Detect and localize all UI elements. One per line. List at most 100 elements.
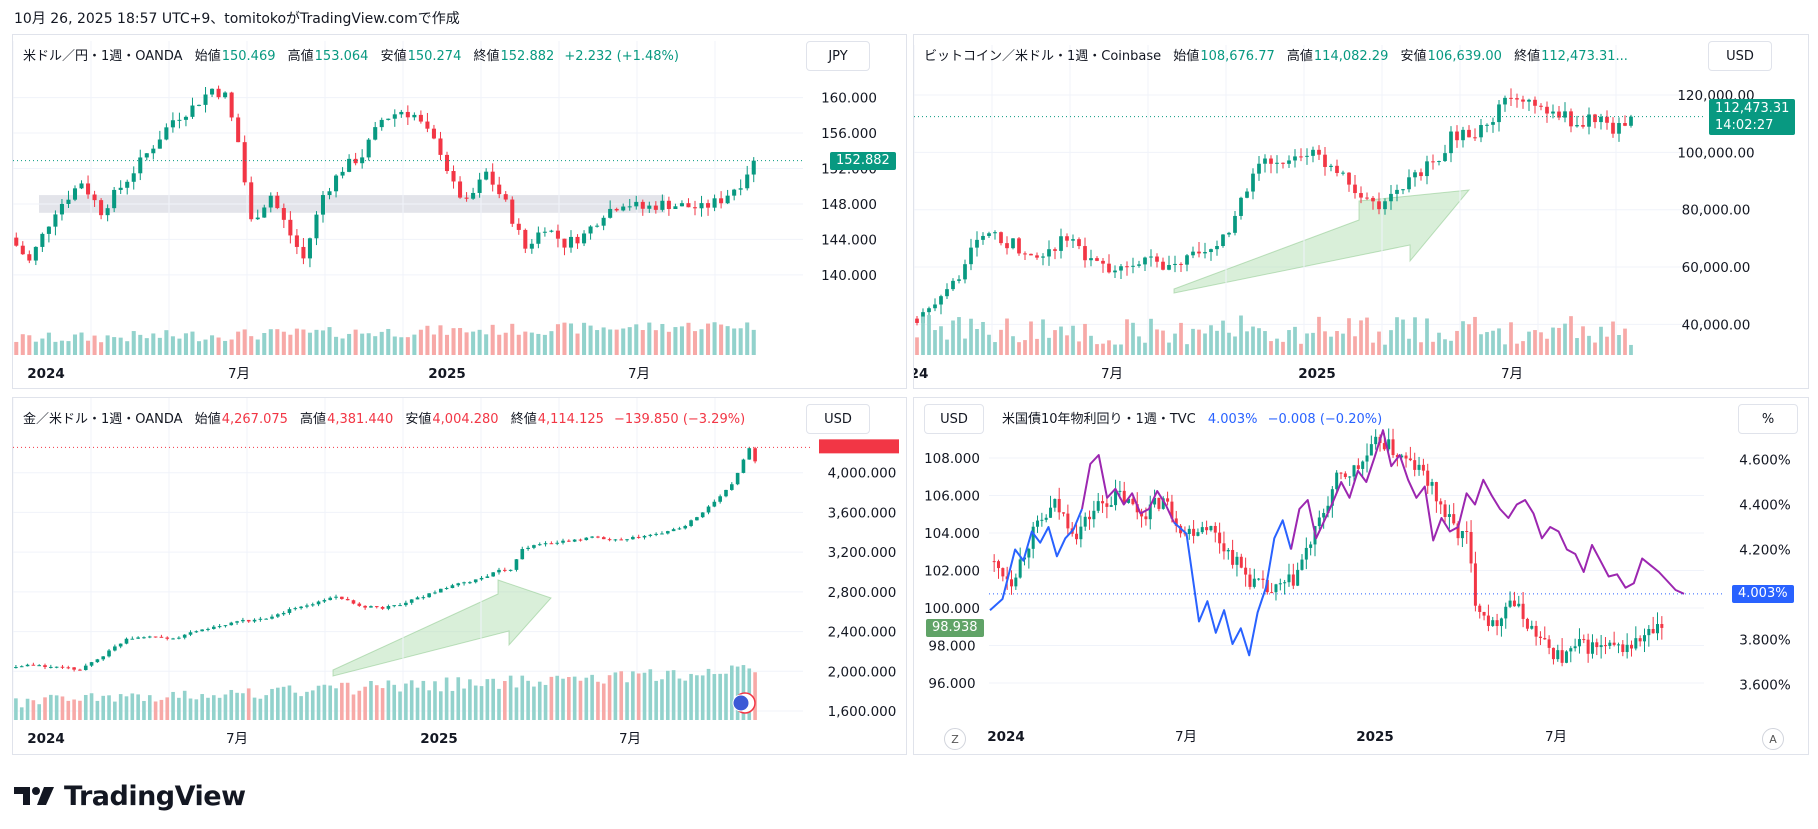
candle [427,593,431,598]
volume-bar [433,681,437,720]
volume-bar [927,315,931,355]
candle [49,666,53,668]
volume-bar [1059,326,1063,355]
candle [1365,455,1369,462]
candle [1066,513,1070,529]
volume-bar [1245,331,1249,355]
volume-bar [549,331,554,355]
candle [1107,263,1111,273]
candle [1499,618,1503,627]
volume-bar [334,336,339,355]
candle [1434,482,1438,502]
x-tick-label: 7月 [619,731,641,747]
volume-bar [37,704,41,720]
chart-panel-usdjpy[interactable]: 米ドル／円・1週・OANDA 始値150.469 高値153.064 安値150… [12,34,907,389]
volume-bar [20,334,25,355]
us-flag-icon [732,694,750,712]
volume-bar [241,693,245,720]
volume-bar [683,680,688,720]
candle [1569,648,1573,652]
candle [1322,512,1326,518]
volume-bar [1161,330,1165,355]
candle [223,92,228,98]
volume-bar [340,338,345,355]
volume-bar [1521,341,1525,355]
volume-bar [1317,316,1321,355]
candle [1035,255,1039,258]
volume-bar [1389,330,1393,355]
candle [1449,131,1453,154]
candle [1096,501,1100,511]
volume-bar [327,327,332,355]
candle [1261,578,1265,580]
candle [27,254,32,261]
usdjpy-chart-svg: 140.000144.000148.000152.000156.000160.0… [13,41,877,382]
candle [1611,122,1615,134]
candle [1545,106,1549,114]
candle [473,579,478,583]
volume-bar [673,327,678,355]
footer-brand: TradingView [14,776,246,816]
candle [1616,644,1620,646]
candle [1582,639,1586,641]
volume-bar [735,666,740,720]
volume-bar [1515,343,1519,355]
candle [1430,482,1434,486]
candle [380,606,385,609]
x-tick-label: 7月 [1175,729,1197,745]
volume-bar [310,690,315,720]
volume-bar [229,339,234,355]
currency-unit-button[interactable]: JPY [806,41,870,71]
candle [683,525,688,529]
candle [1161,261,1165,270]
candle [264,618,268,620]
chart-panel-us10y[interactable]: USD 米国債10年物利回り・1週・TVC 4.003% −0.008 (−0.… [913,397,1809,755]
candle [1053,249,1057,251]
volume-bar [1107,340,1111,355]
candle [648,534,653,536]
open-label: 始値 [1173,49,1200,64]
candle [555,542,560,544]
currency-unit-button[interactable]: USD [1708,41,1772,71]
volume-bar [373,336,378,355]
volume-bar [631,671,635,720]
candle [562,238,567,248]
candle [491,572,495,577]
volume-bar [1029,321,1033,355]
volume-bar [1539,332,1543,355]
candle [59,203,64,215]
currency-unit-button[interactable]: USD [806,404,870,434]
candle [1455,131,1459,141]
candle [66,199,71,204]
volume-bar [264,695,268,720]
candle [1075,533,1079,540]
candle [357,603,362,606]
candle [712,501,717,507]
candle [712,198,717,208]
candle [1593,114,1597,123]
percent-unit-button[interactable]: % [1738,404,1798,434]
candle [334,175,339,192]
scale-a-button[interactable]: A [1762,728,1784,750]
currency-unit-button[interactable]: USD [924,404,984,434]
candle [1183,533,1187,535]
yield-price-tag: 4.003% [1732,584,1794,603]
candle [1270,592,1274,594]
yield-line-segment [989,508,1083,611]
chart-panel-xauusd[interactable]: 金／米ドル・1週・OANDA 始値4,267.075 高値4,381.440 安… [12,397,907,755]
chart-panel-btcusd[interactable]: ビットコイン／米ドル・1週・Coinbase 始値108,676.77 高値11… [913,34,1809,389]
candle [425,121,430,129]
left-y-tick-label: 102.000 [924,564,980,580]
candle [1203,252,1207,254]
volume-bar [660,679,664,720]
candle [1040,519,1044,521]
candle [1053,498,1057,508]
candle [142,637,146,639]
candle [438,138,443,155]
candle [347,158,352,172]
candle [1527,99,1531,102]
candle [270,616,274,619]
x-tick-label: 7月 [228,366,250,382]
volume-bar [1599,326,1603,355]
scale-z-button[interactable]: Z [944,728,966,750]
